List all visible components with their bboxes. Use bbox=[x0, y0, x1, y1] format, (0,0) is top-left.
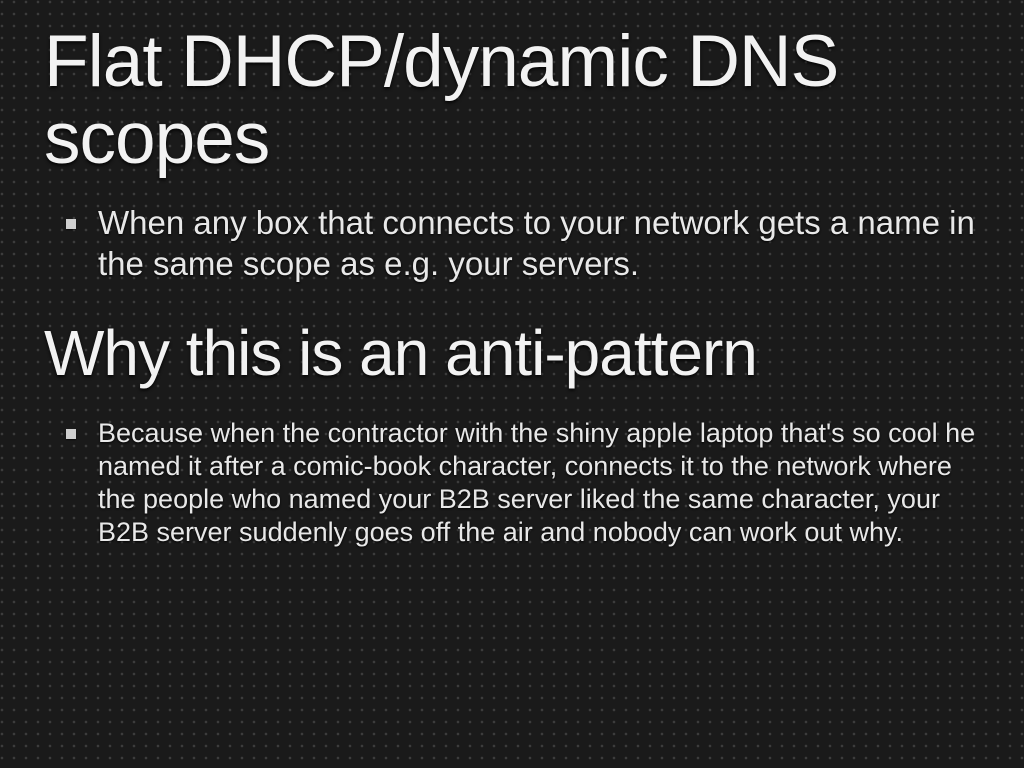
bullet-list-1: When any box that connects to your netwo… bbox=[44, 203, 980, 284]
slide-title-1: Flat DHCP/dynamic DNS scopes bbox=[44, 24, 980, 177]
bullet-text: Because when the contractor with the shi… bbox=[98, 418, 975, 547]
slide-title-2: Why this is an anti-pattern bbox=[44, 320, 980, 387]
bullet-list-2: Because when the contractor with the shi… bbox=[44, 417, 980, 549]
list-item: When any box that connects to your netwo… bbox=[58, 203, 980, 284]
list-item: Because when the contractor with the shi… bbox=[58, 417, 980, 549]
bullet-text: When any box that connects to your netwo… bbox=[98, 204, 975, 281]
